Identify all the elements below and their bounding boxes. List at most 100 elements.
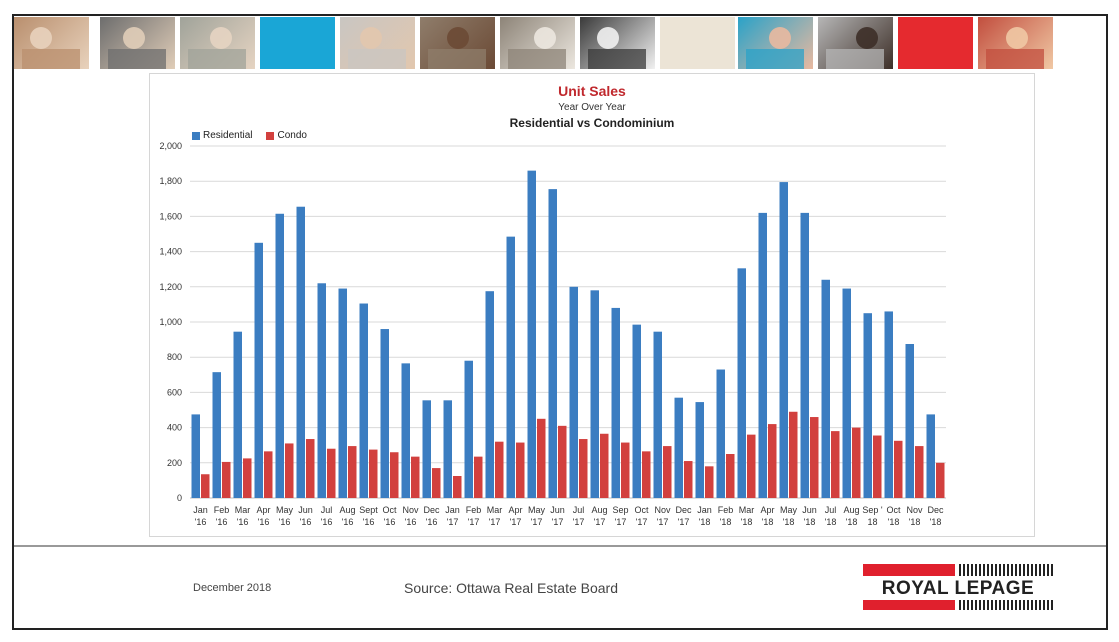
woman-phone-photo-figure [360,27,382,49]
photo-strip [14,17,1054,69]
x-tick-label-month: Feb [214,505,230,515]
x-tick-label-year: '18 [783,517,795,527]
y-tick-label: 600 [167,387,182,397]
bar-condo [873,435,882,498]
x-tick-label-month: Nov [402,505,419,515]
x-tick-label-month: Aug [339,505,355,515]
beige-tile-fill [660,17,735,69]
x-tick-label-month: Apr [508,505,522,515]
woman-phone-photo [340,17,415,69]
x-tick-label-year: '17 [636,517,648,527]
x-tick-label-year: '16 [300,517,312,527]
bar-residential [233,331,242,498]
bar-residential [506,236,515,498]
x-tick-label-month: Nov [906,505,923,515]
bar-residential [296,206,305,498]
bar-condo [453,476,462,498]
bar-residential [884,311,893,498]
bar-residential [863,313,872,498]
x-tick-label-month: Oct [382,505,397,515]
chart-title: Unit Sales [558,83,626,99]
x-tick-label-month: Sep ' [862,505,883,515]
bar-residential [275,213,284,498]
x-tick-label-year: '18 [930,517,942,527]
x-tick-label-month: Dec [675,505,692,515]
x-tick-label-year: '16 [216,517,228,527]
bar-condo [684,461,693,498]
x-tick-label-year: '16 [363,517,375,527]
bar-residential [422,400,431,498]
bar-condo [285,443,294,498]
kids-photo-shade [986,49,1044,69]
legend-label-residential: Residential [203,130,253,141]
x-tick-label-month: Aug [843,505,859,515]
couple-house-photo-shade [188,49,246,69]
blue-tile [260,17,335,69]
bar-residential [464,360,473,498]
bar-residential [443,400,452,498]
footer-date: December 2018 [193,582,272,594]
x-tick-label-month: Feb [718,505,734,515]
kids-photo-figure [1006,27,1028,49]
x-tick-label-year: '16 [258,517,270,527]
x-tick-label-month: Apr [256,505,270,515]
y-tick-label: 0 [177,493,182,503]
red-tile-fill [898,17,973,69]
x-tick-label-year: '16 [237,517,249,527]
beige-tile [660,17,735,69]
x-tick-label-year: '18 [762,517,774,527]
bar-condo [222,461,231,498]
royal-lepage-logo: ROYAL LEPAGE [863,564,1053,610]
blue-tile-fill [260,17,335,69]
x-tick-label-year: '17 [615,517,627,527]
bar-condo [306,439,315,498]
bar-condo [369,449,378,498]
x-tick-label-year: '16 [321,517,333,527]
bar-residential [338,288,347,498]
bar-condo [474,456,483,498]
logo-lines-top [959,564,1053,576]
x-tick-label-year: '17 [510,517,522,527]
x-tick-label-month: Mar [739,505,755,515]
bar-condo [432,468,441,498]
chart-legend: Residential Condo [192,130,307,141]
couple-photo-shade [428,49,486,69]
bar-residential [779,182,788,498]
bar-residential [569,286,578,498]
bar-condo [768,424,777,498]
x-tick-label-month: Feb [466,505,482,515]
x-tick-label-year: '17 [447,517,459,527]
bar-residential [212,372,221,498]
bar-residential [527,170,536,498]
red-tile [898,17,973,69]
footer-divider [14,545,1106,547]
signing-photo-figure [597,27,619,49]
bar-residential [842,288,851,498]
legend-item-condo: Condo [266,130,307,141]
bar-condo [537,418,546,498]
chart-subtitle: Year Over Year [558,102,626,113]
bar-residential [905,344,914,498]
house-photo-shade [508,49,566,69]
x-tick-label-year: '18 [909,517,921,527]
x-tick-label-month: Jun [298,505,313,515]
logo-red-bar-top [863,564,955,576]
x-tick-label-year: '16 [279,517,291,527]
phone-photo-shade [108,49,166,69]
family-photo-figure [30,27,52,49]
x-tick-label-year: '17 [552,517,564,527]
bar-condo [264,451,273,498]
x-tick-label-year: '17 [657,517,669,527]
bar-chart: 0 200 400 600 800 1,000 1,200 1,400 1,600 1,800 2,… [159,141,946,527]
bar-condo [327,448,336,498]
x-tick-label-year: '16 [342,517,354,527]
bar-residential [821,279,830,498]
x-tick-label-year: 18 [867,517,877,527]
bar-residential [674,397,683,498]
y-tick-label: 1,000 [159,317,182,327]
x-tick-label-month: Jul [573,505,585,515]
x-tick-label-month: Sep [612,505,628,515]
bar-residential [611,307,620,498]
bar-residential [317,283,326,498]
y-tick-label: 800 [167,352,182,362]
